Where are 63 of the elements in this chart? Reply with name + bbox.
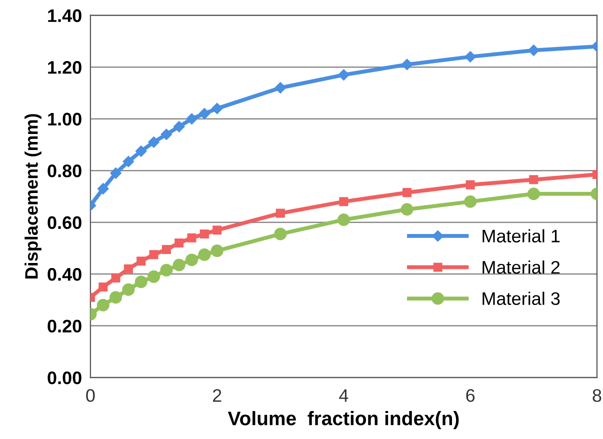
point [134, 276, 148, 288]
point [400, 203, 414, 216]
point [160, 128, 172, 140]
point [160, 264, 173, 276]
point [464, 51, 476, 62]
point [527, 188, 540, 200]
point [122, 283, 135, 296]
point [110, 291, 122, 304]
point [274, 228, 287, 240]
point [276, 208, 285, 218]
x-tick-label: 6 [466, 389, 475, 402]
point [136, 256, 146, 266]
point [198, 248, 211, 261]
x-axis-title: Volume fraction index(n) [228, 411, 459, 430]
point [110, 168, 122, 179]
point [174, 238, 184, 248]
y-axis-title: Displacement (mm) [24, 114, 42, 279]
y-tick-label: 0.20 [48, 320, 82, 333]
y-tick-label: 0.00 [48, 371, 82, 384]
point [98, 282, 108, 292]
y-tick-label: 1.40 [48, 9, 82, 22]
point [162, 244, 171, 254]
point [98, 183, 109, 194]
point [186, 254, 198, 266]
point [135, 146, 147, 157]
point [111, 273, 120, 282]
point [148, 136, 160, 148]
x-tick-label: 4 [339, 389, 348, 402]
point [187, 233, 196, 242]
point [528, 44, 540, 56]
point [172, 258, 186, 272]
x-tick-label: 2 [212, 389, 222, 402]
y-tick-label: 0.40 [48, 268, 82, 281]
point [173, 121, 185, 132]
point [96, 298, 110, 312]
point [148, 270, 160, 283]
point [402, 188, 412, 198]
point [210, 244, 224, 258]
legend-label: Material 2 [482, 260, 560, 274]
point [464, 195, 477, 208]
y-tick-label: 1.20 [48, 61, 82, 74]
point [211, 102, 223, 114]
point [339, 197, 348, 206]
point [274, 82, 286, 94]
legend-label: Material 3 [482, 292, 560, 306]
x-tick-label: 8 [592, 389, 602, 402]
legend-label: Material 1 [482, 229, 560, 242]
point [529, 175, 538, 184]
point [337, 213, 350, 226]
point [198, 108, 210, 120]
point [338, 69, 350, 80]
x-tick-label: 0 [86, 389, 95, 402]
y-tick-label: 0.60 [48, 216, 82, 230]
point [186, 113, 198, 124]
point [124, 264, 133, 274]
y-tick-label: 1.00 [48, 112, 82, 126]
point [122, 156, 134, 168]
y-tick-label: 0.80 [48, 164, 82, 178]
point [200, 229, 209, 238]
point [401, 58, 413, 70]
point [149, 250, 158, 260]
point [212, 226, 222, 235]
point [466, 180, 475, 190]
